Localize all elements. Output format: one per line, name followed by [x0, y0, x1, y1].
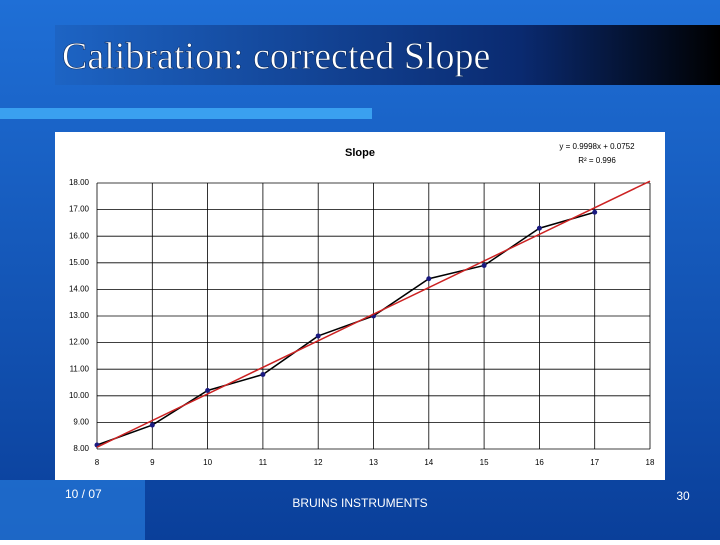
y-tick-label: 8.00 — [73, 444, 89, 453]
accent-bar — [0, 108, 372, 119]
data-point — [315, 333, 321, 339]
page-number: 30 — [676, 489, 690, 503]
y-tick-label: 18.00 — [69, 178, 90, 187]
data-point — [481, 262, 487, 268]
x-tick-label: 9 — [150, 458, 155, 467]
y-tick-label: 15.00 — [69, 258, 90, 267]
series-line — [96, 180, 651, 448]
date: 10 / 07 — [65, 487, 102, 501]
data-point — [205, 387, 211, 393]
data-point — [149, 422, 155, 428]
x-tick-label: 11 — [259, 458, 268, 467]
title-band — [55, 25, 720, 85]
y-tick-label: 13.00 — [69, 311, 90, 320]
annotation: y = 0.9998x + 0.0752 — [559, 142, 635, 151]
slide-title: Calibration: corrected Slope — [62, 36, 490, 78]
y-tick-label: 17.00 — [69, 205, 90, 214]
x-tick-label: 16 — [535, 458, 544, 467]
footer: BRUINS INSTRUMENTS — [292, 496, 427, 510]
x-tick-label: 12 — [314, 458, 323, 467]
x-tick-label: 18 — [646, 458, 655, 467]
y-tick-label: 10.00 — [69, 391, 90, 400]
y-tick-label: 9.00 — [73, 418, 89, 427]
data-point — [592, 209, 598, 215]
y-tick-label: 12.00 — [69, 338, 90, 347]
x-tick-label: 8 — [95, 458, 100, 467]
y-tick-label: 14.00 — [69, 285, 90, 294]
corner-panel — [0, 480, 145, 540]
x-tick-label: 10 — [203, 458, 212, 467]
x-tick-label: 14 — [424, 458, 433, 467]
data-point — [536, 225, 542, 231]
annotation: R² = 0.996 — [578, 156, 616, 165]
x-tick-label: 15 — [480, 458, 489, 467]
chart-title: Slope — [345, 147, 375, 159]
y-tick-label: 11.00 — [70, 364, 90, 373]
x-tick-label: 13 — [369, 458, 378, 467]
data-point — [260, 372, 266, 378]
y-tick-label: 16.00 — [69, 231, 90, 240]
x-tick-label: 17 — [590, 458, 599, 467]
data-point — [426, 276, 432, 282]
